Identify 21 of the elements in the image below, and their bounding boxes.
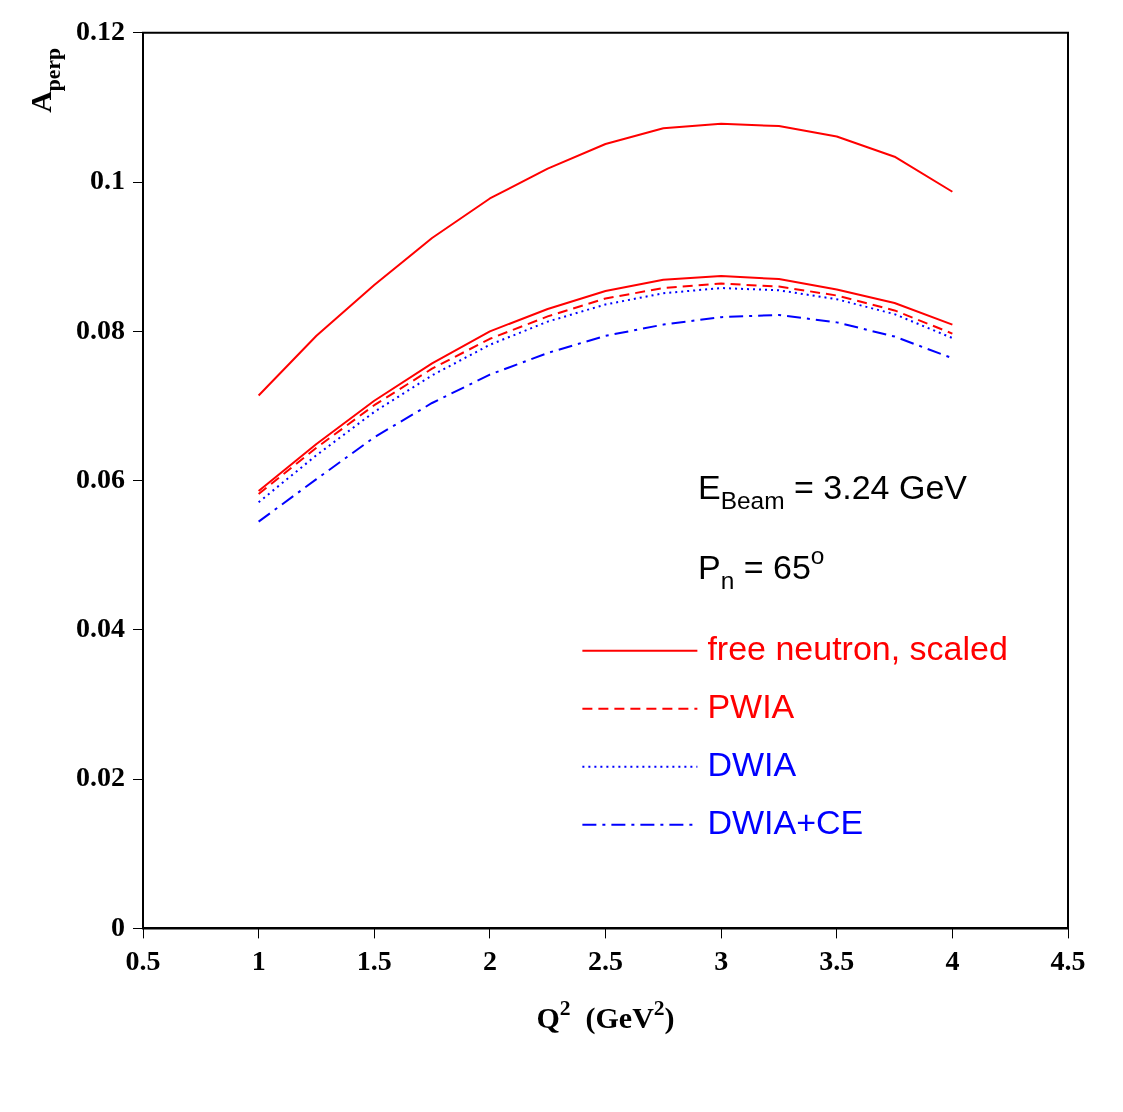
y-axis-title: Aperp [24, 47, 65, 113]
x-tick-label: 1 [251, 945, 266, 977]
x-tick-label: 0.5 [125, 945, 161, 977]
x-tick-label: 4 [945, 945, 960, 977]
y-tick-label: 0.12 [76, 15, 125, 47]
x-tick-label: 2.5 [588, 945, 623, 977]
y-tick-label: 0.04 [76, 612, 125, 644]
y-tick-label: 0 [111, 910, 125, 942]
y-tick-label: 0.06 [76, 462, 125, 494]
y-tick-label: 0.02 [76, 761, 125, 793]
legend-label: PWIA [707, 687, 795, 726]
x-tick-label: 3.5 [819, 945, 855, 977]
legend-label: DWIA [707, 745, 797, 784]
y-tick-label: 0.08 [76, 313, 125, 345]
y-tick-label: 0.1 [90, 164, 125, 196]
x-tick-label: 2 [482, 945, 497, 977]
legend-label: DWIA+CE [707, 803, 864, 842]
x-tick-label: 3 [714, 945, 729, 977]
legend-label: free neutron, scaled [707, 629, 1008, 668]
x-tick-label: 1.5 [356, 945, 392, 977]
x-tick-label: 4.5 [1050, 945, 1086, 977]
